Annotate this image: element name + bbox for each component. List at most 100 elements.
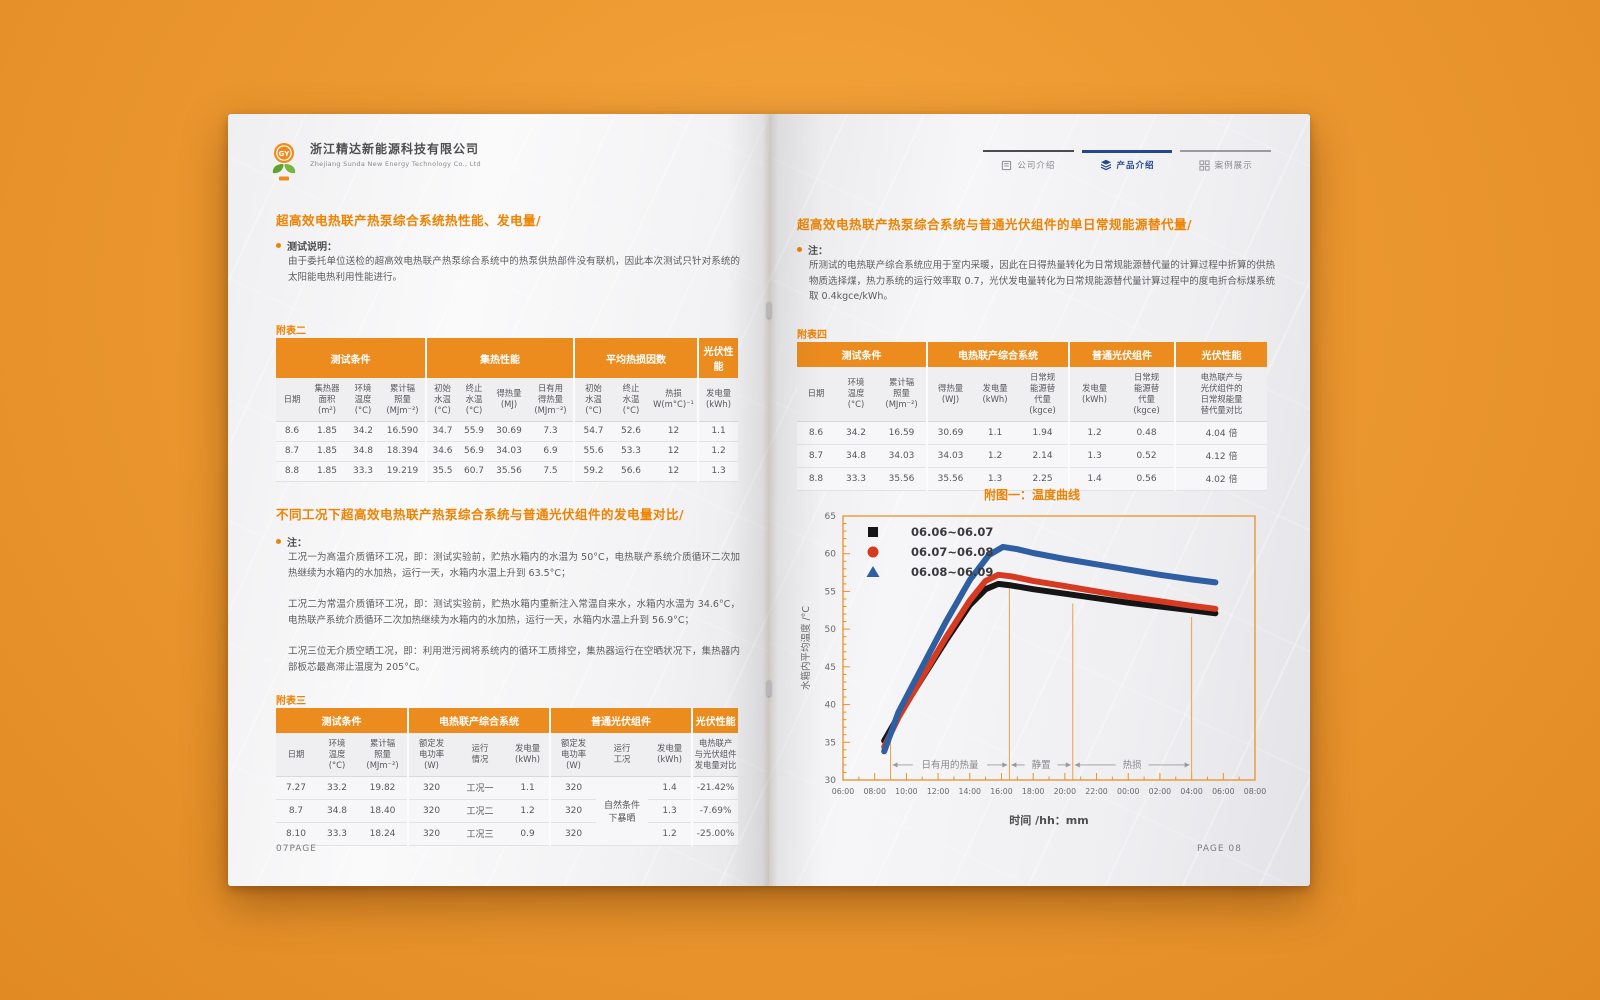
table-column-header: 发电量 (kWh)	[697, 378, 739, 422]
condition2-text: 工况二为常温介质循环工况，即：测试实验前，贮热水箱内重新注入常温自来水，水箱内水…	[288, 599, 740, 626]
table-cell: 33.2	[316, 776, 358, 800]
svg-text:06.08~06.09: 06.08~06.09	[911, 565, 993, 579]
svg-text:静置: 静置	[1032, 759, 1051, 771]
table-cell: 30.69	[490, 421, 528, 442]
table-cell: 1.94	[1017, 421, 1070, 445]
section1-title: 超高效电热联产热泵综合系统热性能、发电量/	[276, 213, 542, 228]
table-cell: 320	[407, 822, 455, 846]
table-cell: 59.2	[573, 461, 612, 482]
table-cell: 320	[549, 822, 597, 846]
grid-icon	[1199, 159, 1210, 171]
nav-label: 案例展示	[1214, 161, 1253, 171]
table-cell: 8.6	[276, 421, 308, 442]
table-cell: 8.7	[276, 799, 316, 823]
svg-text:02:00: 02:00	[1149, 787, 1172, 796]
table-cell: 34.2	[835, 421, 877, 445]
svg-text:06:00: 06:00	[832, 787, 855, 796]
right-note-label: 注：	[808, 246, 828, 257]
table-group-header: 光伏性能	[697, 338, 739, 378]
table-cell: 320	[407, 776, 455, 800]
table-column-header: 日常规 能源替 代量 (kgce)	[1119, 367, 1176, 422]
table-cell: 4.02 倍	[1174, 467, 1268, 491]
table-row: 8.6 34.2 16.59 30.69 1.1 1.94 1.2 0.48 4.04 倍	[797, 421, 1268, 445]
table-cell: 320	[549, 799, 597, 823]
table-cell: 6.9	[528, 441, 574, 462]
svg-text:06.07~06.08: 06.07~06.08	[911, 545, 993, 559]
table-column-header: 日常规 能源替 代量 (kgce)	[1017, 367, 1070, 422]
logo-monogram: GY	[279, 150, 291, 158]
table-cell: 320	[549, 776, 597, 800]
table-cell: 1.1	[697, 421, 739, 442]
table-cell: 33.3	[316, 822, 358, 846]
svg-text:50: 50	[825, 625, 837, 635]
chart-title: 附图一：温度曲线	[983, 488, 1080, 502]
table-cell: 8.8	[797, 467, 835, 491]
table-column-header: 运行 情况	[454, 733, 507, 777]
table-cell: 30.69	[926, 421, 974, 445]
condition3-text: 工况三位无介质空晒工况，即：利用泄污阀将系统内的循环工质排空，集热器运行在空晒状…	[288, 646, 740, 673]
section1-note-text: 由于委托单位送检的超高效电热联产热泵综合系统中的热泵供热部件没有联机，因此本次测…	[288, 256, 740, 283]
bullet-dot-icon	[797, 247, 802, 252]
table-cell: 工况二	[454, 799, 507, 823]
table-cell: 12	[650, 441, 699, 462]
svg-text:04:00: 04:00	[1180, 787, 1203, 796]
table-cell: 16.590	[380, 421, 426, 442]
right-note-text: 所测试的电热联产综合系统应用于室内采暖，因此在日得热量转化为日常规能源替代量的计…	[809, 260, 1275, 303]
table-cell: 35.56	[877, 467, 928, 491]
table-column-header: 集热器 面积 (m²)	[308, 378, 346, 422]
table-column-header: 环境 温度 (°C)	[316, 733, 358, 777]
table-cell: 35.56	[490, 461, 528, 482]
nav-rule	[983, 150, 1074, 152]
table-column-header: 发电量 (kWh)	[973, 367, 1018, 422]
table-cell: 18.394	[380, 441, 426, 462]
table-cell: 34.03	[877, 444, 928, 468]
table-cell: 19.82	[358, 776, 409, 800]
table-column-header: 累计辐 照量 (MJm⁻²)	[358, 733, 409, 777]
svg-text:14:00: 14:00	[959, 787, 982, 796]
table-cell: 34.2	[346, 421, 380, 442]
table-cell: 1.1	[973, 421, 1018, 445]
table-cell: 1.3	[648, 799, 693, 823]
right-section-title: 超高效电热联产热泵综合系统与普通光伏组件的单日常规能源替代量/	[797, 217, 1193, 232]
table-cell: 0.48	[1119, 421, 1176, 445]
page-right: 公司介绍 产品介绍	[769, 114, 1310, 886]
table-cell: 1.4	[1068, 467, 1120, 491]
logo-seal	[279, 176, 289, 181]
table-group-header: 测试条件	[797, 342, 928, 367]
table-cell: 53.3	[612, 441, 650, 462]
staple-icon	[767, 680, 771, 696]
table-cell: 4.12 倍	[1174, 444, 1268, 468]
svg-text:06.06~06.07: 06.06~06.07	[911, 525, 993, 539]
table-row: 8.7 34.8 34.03 34.03 1.2 2.14 1.3 0.52 4.12 倍	[797, 444, 1268, 468]
table-cell: 34.8	[316, 799, 358, 823]
table-cell: 8.7	[797, 444, 835, 468]
table-column-header: 日期	[276, 733, 316, 777]
table-column-header: 终止 水温 (°C)	[612, 378, 650, 422]
svg-text:35: 35	[825, 738, 836, 748]
bullet-dot-icon	[276, 243, 281, 248]
table-cell: 0.56	[1119, 467, 1176, 491]
table-cell: 54.7	[573, 421, 612, 442]
staple-icon	[767, 302, 771, 318]
table-cell: -7.69%	[691, 799, 739, 823]
svg-text:30: 30	[825, 776, 837, 786]
table-column-header: 电热联产与 光伏组件的 日常规能量 替代量对比	[1174, 367, 1268, 422]
table-cell: 1.3	[1068, 444, 1120, 468]
svg-text:40: 40	[825, 701, 837, 711]
table-group-header: 普通光伏组件	[1068, 342, 1176, 367]
table-column-header: 发电量 (kWh)	[648, 733, 693, 777]
table-cell: 35.56	[926, 467, 974, 491]
table-cell: 52.6	[612, 421, 650, 442]
table-cell: 35.5	[425, 461, 458, 482]
table-cell: 55.6	[573, 441, 612, 462]
table-column-header: 环境 温度 (°C)	[346, 378, 380, 422]
table-group-header: 测试条件	[276, 708, 409, 733]
table-group-header: 测试条件	[276, 338, 426, 378]
table-cell: 7.5	[528, 461, 574, 482]
svg-text:60: 60	[825, 550, 837, 560]
table-cell: 18.40	[358, 799, 409, 823]
table-group-header: 平均热损因数	[572, 338, 699, 378]
svg-text:06:00: 06:00	[1212, 787, 1235, 796]
table3-label: 附表三	[276, 696, 306, 707]
